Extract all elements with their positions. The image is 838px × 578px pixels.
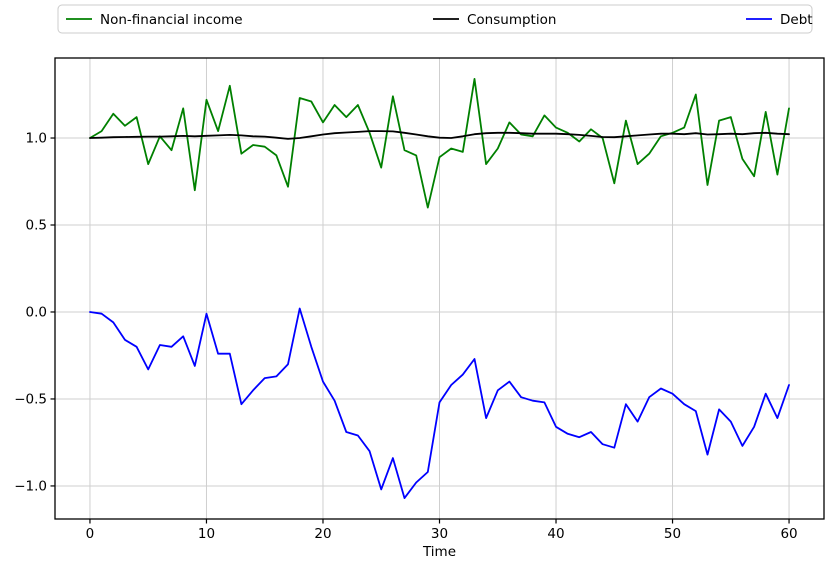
legend-label-3: Debt xyxy=(780,12,813,28)
series-line-consumption xyxy=(89,130,790,140)
x-tick-label-40: 40 xyxy=(547,526,564,542)
legend-label-2: Consumption xyxy=(467,12,556,28)
y-tick-label-0: 0.0 xyxy=(26,304,47,320)
y-tick-label-1: 1.0 xyxy=(26,131,47,147)
x-tick-label-50: 50 xyxy=(664,526,681,542)
y-tick-label-0.5: 0.5 xyxy=(26,218,47,234)
x-tick-label-10: 10 xyxy=(198,526,215,542)
x-tick-label-30: 30 xyxy=(431,526,448,542)
y-tick-label--0.5: −0.5 xyxy=(14,391,47,407)
y-tick-label--1: −1.0 xyxy=(14,478,47,494)
legend-label-1: Non-financial income xyxy=(100,12,243,28)
x-axis-title: Time xyxy=(422,544,456,560)
x-tick-label-20: 20 xyxy=(314,526,331,542)
series-line-debt xyxy=(89,307,790,500)
x-tick-label-0: 0 xyxy=(86,526,95,542)
x-tick-label-60: 60 xyxy=(780,526,797,542)
